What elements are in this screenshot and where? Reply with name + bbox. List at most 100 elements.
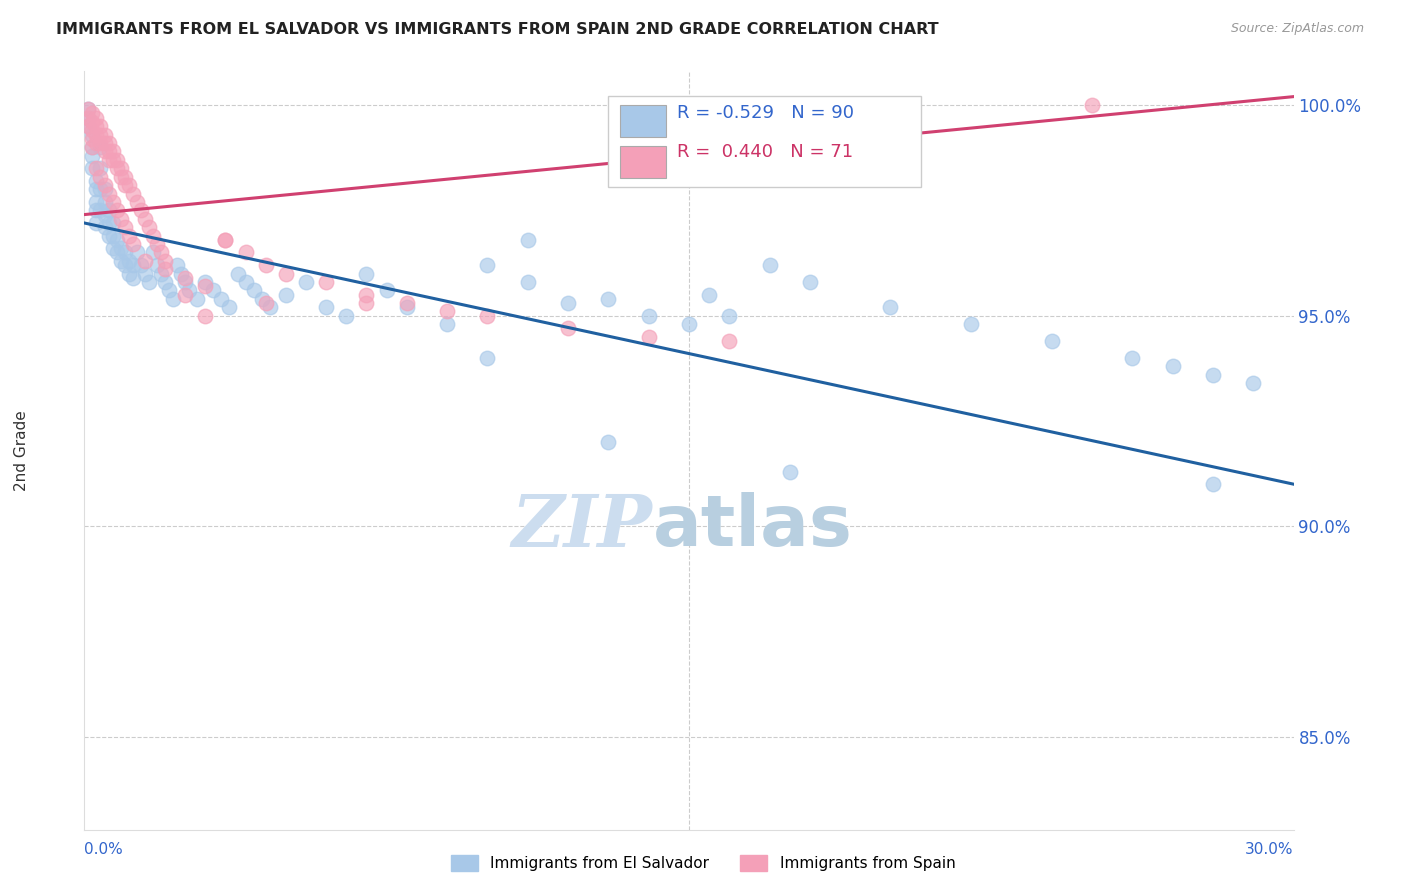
Point [194, 279, 217, 293]
Point [174, 275, 197, 289]
Point [101, 153, 124, 167]
Point [335, 309, 357, 323]
Point [1202, 477, 1225, 491]
Point [101, 216, 124, 230]
Point [157, 284, 180, 298]
Point [142, 228, 165, 243]
Point [516, 275, 538, 289]
Point [114, 258, 136, 272]
FancyBboxPatch shape [607, 96, 921, 186]
Point [146, 237, 169, 252]
Point [114, 245, 136, 260]
Point [254, 258, 277, 272]
Point [174, 270, 197, 285]
Point [166, 258, 188, 272]
Point [77, 102, 100, 116]
Point [89, 136, 111, 150]
Point [274, 267, 297, 281]
Point [557, 296, 579, 310]
Point [718, 309, 741, 323]
Point [149, 267, 172, 281]
Text: Source: ZipAtlas.com: Source: ZipAtlas.com [1230, 22, 1364, 36]
Point [174, 287, 197, 301]
Point [89, 203, 111, 218]
Point [82, 148, 104, 162]
Point [86, 111, 108, 125]
Point [214, 233, 236, 247]
Point [142, 245, 165, 260]
Point [235, 245, 257, 260]
Point [395, 300, 418, 314]
Bar [620, 105, 666, 137]
Point [105, 233, 128, 247]
Point [118, 253, 141, 268]
Text: 0.0%: 0.0% [84, 842, 124, 857]
Point [134, 267, 156, 281]
Point [697, 287, 720, 301]
Point [202, 284, 225, 298]
Point [86, 136, 108, 150]
Point [82, 161, 104, 176]
Point [395, 296, 418, 310]
Point [153, 262, 176, 277]
Point [179, 284, 201, 298]
Y-axis label: 2nd Grade: 2nd Grade [14, 410, 28, 491]
Point [114, 220, 136, 235]
Point [89, 169, 111, 184]
Point [254, 296, 277, 310]
Point [77, 119, 100, 133]
Point [1040, 334, 1063, 348]
Point [637, 330, 659, 344]
Point [250, 292, 273, 306]
Point [105, 161, 128, 176]
Point [209, 292, 232, 306]
Text: ZIP: ZIP [512, 491, 652, 562]
Point [93, 208, 115, 222]
Point [110, 169, 132, 184]
Point [1161, 359, 1184, 374]
Point [110, 241, 132, 255]
Point [89, 161, 111, 176]
Point [86, 182, 108, 196]
Point [118, 267, 141, 281]
Point [149, 245, 172, 260]
Point [477, 258, 499, 272]
Point [86, 119, 108, 133]
Point [125, 194, 148, 209]
Point [315, 300, 337, 314]
Point [97, 153, 120, 167]
Point [118, 178, 141, 192]
Point [678, 317, 700, 331]
Point [226, 267, 249, 281]
Point [101, 194, 124, 209]
Point [235, 275, 257, 289]
Point [516, 233, 538, 247]
Point [214, 233, 236, 247]
Point [82, 128, 104, 142]
Point [758, 258, 780, 272]
Point [274, 287, 297, 301]
Point [356, 296, 378, 310]
Text: IMMIGRANTS FROM EL SALVADOR VS IMMIGRANTS FROM SPAIN 2ND GRADE CORRELATION CHART: IMMIGRANTS FROM EL SALVADOR VS IMMIGRANT… [56, 22, 939, 37]
Point [93, 128, 115, 142]
Point [93, 145, 115, 159]
Point [82, 140, 104, 154]
Point [125, 245, 148, 260]
Point [101, 145, 124, 159]
Point [86, 216, 108, 230]
Point [105, 153, 128, 167]
Point [1241, 376, 1264, 390]
Point [77, 111, 100, 125]
Point [77, 119, 100, 133]
Point [89, 140, 111, 154]
Point [129, 203, 152, 218]
Point [799, 275, 821, 289]
Point [97, 228, 120, 243]
Point [82, 115, 104, 129]
Text: R = -0.529   N = 90: R = -0.529 N = 90 [676, 104, 853, 122]
Point [162, 292, 184, 306]
Legend: Immigrants from El Salvador, Immigrants from Spain: Immigrants from El Salvador, Immigrants … [444, 849, 962, 877]
Point [356, 287, 378, 301]
Point [153, 253, 176, 268]
Point [105, 203, 128, 218]
